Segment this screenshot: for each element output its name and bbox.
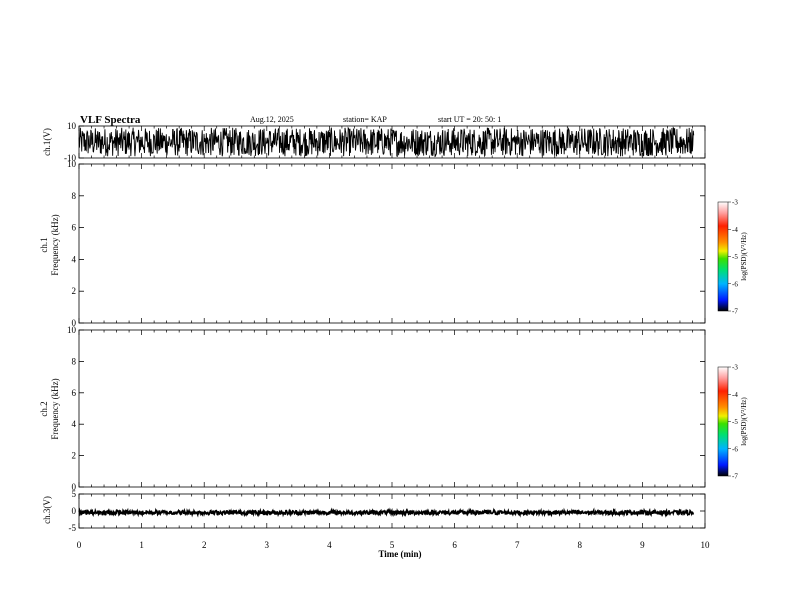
- x-tick-label: 1: [139, 540, 144, 550]
- station-label: station= KAP: [343, 115, 387, 124]
- figure-title: VLF Spectra: [80, 114, 141, 126]
- x-tick-label: 5: [390, 540, 395, 550]
- colorbar-ramp: [717, 201, 729, 312]
- y-tick-label: 0: [72, 506, 77, 516]
- x-tick-label: 0: [77, 540, 82, 550]
- waveform-trace: [78, 126, 695, 158]
- time-axis-label: Time (min): [378, 549, 421, 559]
- colorbar-ramp: [717, 366, 729, 477]
- y-tick-label: 6: [72, 388, 77, 398]
- x-tick-label: 7: [515, 540, 520, 550]
- y-tick-label: 8: [72, 356, 77, 366]
- y-tick-label: 2: [72, 286, 77, 296]
- ch1-waveform-panel: 10 -10: [64, 121, 706, 163]
- colorbar-tick-label: -4: [732, 391, 738, 399]
- colorbar-tick-label: -4: [732, 226, 738, 234]
- ch2-spectrogram-ylabel: Frequency (kHz): [50, 378, 60, 439]
- ch1-spectrogram-image: [79, 164, 694, 323]
- colorbar-tick-label: -7: [732, 308, 738, 316]
- y-tick-label: 10: [67, 159, 77, 169]
- time-axis: 0 1 2 3 4 5 6 7 8 9 10: [77, 540, 710, 550]
- ch2-spectrogram-panel: 0 2 4 6 8 10: [67, 325, 706, 492]
- start-time-label: start UT = 20: 50: 1: [438, 115, 501, 124]
- colorbar-tick-label: -7: [732, 473, 738, 481]
- ch1-spectrogram-panel: 0 2 4 6 8 10: [67, 159, 706, 328]
- x-tick-label: 3: [265, 540, 270, 550]
- x-tick-label: 4: [327, 540, 332, 550]
- y-tick-label: -5: [69, 523, 77, 533]
- x-tick-label: 6: [452, 540, 457, 550]
- y-tick-label: 5: [72, 489, 77, 499]
- y-tick-label: 0: [72, 482, 77, 492]
- y-tick-label: 6: [72, 223, 77, 233]
- colorbar-tick-label: -5: [732, 253, 738, 261]
- y-tick-label: 10: [67, 121, 77, 131]
- colorbar-label: log(PSD)(V²/Hz): [740, 232, 748, 281]
- colorbar-label: log(PSD)(V²/Hz): [740, 397, 748, 446]
- x-tick-label: 2: [202, 540, 207, 550]
- ch3-waveform-panel: 5 0 -5: [69, 489, 706, 533]
- x-tick-label: 10: [701, 540, 711, 550]
- y-tick-label: 8: [72, 191, 77, 201]
- x-tick-label: 8: [578, 540, 583, 550]
- y-tick-label: 0: [72, 318, 77, 328]
- y-tick-label: -10: [64, 153, 76, 163]
- colorbar-tick-label: -3: [732, 364, 738, 372]
- ch2-spectrogram-ylabel-top: ch.2: [39, 401, 49, 416]
- ch1-spectrogram-ylabel: Frequency (kHz): [50, 214, 60, 275]
- colorbar-tick-label: -5: [732, 418, 738, 426]
- colorbar-tick-label: -6: [732, 280, 738, 288]
- date-label: Aug.12, 2025: [250, 115, 294, 124]
- ch1-waveform-ylabel: ch.1(V): [42, 128, 52, 156]
- ch2-spectrogram-image: [79, 330, 694, 487]
- ch1-colorbar: -3 -4 -5 -6 -7 log(PSD)(V²/Hz): [717, 199, 748, 316]
- y-tick-label: 10: [67, 325, 77, 335]
- colorbar-tick-label: -6: [732, 445, 738, 453]
- y-tick-label: 4: [72, 254, 77, 264]
- y-tick-label: 4: [72, 419, 77, 429]
- x-tick-label: 9: [640, 540, 645, 550]
- y-tick-label: 2: [72, 451, 77, 461]
- ch2-colorbar: -3 -4 -5 -6 -7 log(PSD)(V²/Hz): [717, 364, 748, 481]
- colorbar-tick-label: -3: [732, 199, 738, 207]
- ch3-waveform-ylabel: ch.3(V): [42, 496, 52, 524]
- ch1-spectrogram-ylabel-top: ch.1: [39, 237, 49, 252]
- waveform-trace: [78, 507, 695, 518]
